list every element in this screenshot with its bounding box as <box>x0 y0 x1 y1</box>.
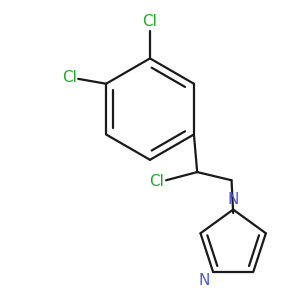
Text: N: N <box>199 273 210 288</box>
Text: Cl: Cl <box>142 14 158 29</box>
Text: Cl: Cl <box>150 174 164 189</box>
Text: Cl: Cl <box>62 70 76 86</box>
Text: N: N <box>227 192 239 207</box>
